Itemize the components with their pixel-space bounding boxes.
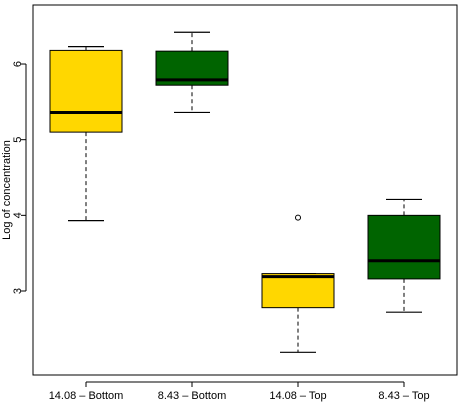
x-tick-label: 14.08 – Top bbox=[269, 390, 326, 402]
y-axis: 3 4 5 6 bbox=[12, 61, 27, 294]
y-tick-label: 5 bbox=[12, 137, 24, 143]
x-tick-label: 8.43 – Bottom bbox=[158, 390, 227, 402]
y-tick-label: 4 bbox=[12, 212, 24, 218]
box bbox=[367, 214, 441, 280]
box bbox=[49, 49, 123, 133]
outlier-point bbox=[295, 214, 301, 221]
y-axis-title: Log of concentration bbox=[1, 140, 13, 240]
y-tick-label: 3 bbox=[12, 288, 24, 294]
box bbox=[261, 273, 335, 309]
box-group bbox=[261, 214, 335, 353]
x-axis: 14.08 – Bottom 8.43 – Bottom 14.08 – Top 8.… bbox=[49, 381, 430, 402]
box-group bbox=[367, 198, 441, 313]
box-group bbox=[155, 31, 229, 114]
y-tick-label: 6 bbox=[12, 61, 24, 67]
plot-frame bbox=[32, 4, 458, 376]
x-tick-label: 8.43 – Top bbox=[378, 390, 429, 402]
box-group bbox=[49, 46, 123, 222]
x-tick-label: 14.08 – Bottom bbox=[49, 390, 124, 402]
boxes bbox=[49, 31, 441, 353]
